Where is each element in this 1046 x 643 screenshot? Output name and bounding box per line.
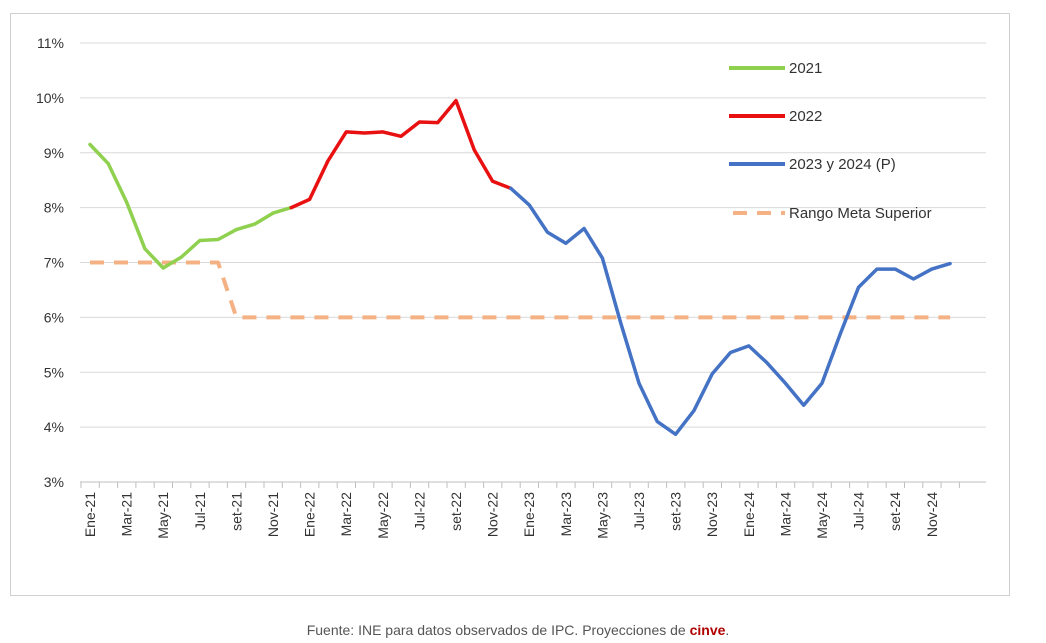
x-tick-label: Mar-22 [338, 492, 354, 537]
x-tick-label: Ene-21 [82, 492, 98, 537]
series-line [90, 260, 951, 320]
x-axis [80, 481, 986, 488]
y-tick-label: 6% [44, 309, 64, 325]
y-tick-label: 10% [36, 90, 64, 106]
source-text: Fuente: INE para datos observados de IPC… [306, 622, 690, 638]
x-tick-label: Ene-23 [521, 492, 537, 537]
x-axis-labels: Ene-21 Mar-21 May-21 Jul-21 set-21 Nov-21 Ene-… [82, 492, 940, 539]
legend-label: Rango Meta Superior [789, 205, 932, 222]
x-tick-label: May-24 [814, 492, 830, 539]
x-tick-label: Nov-23 [704, 492, 720, 537]
x-tick-label: May-22 [375, 492, 391, 539]
legend-label: 2022 [789, 108, 822, 125]
x-tick-label: May-23 [594, 492, 610, 539]
x-tick-label: Nov-22 [485, 492, 501, 537]
legend-label: 2023 y 2024 (P) [789, 156, 896, 173]
x-tick-label: Nov-24 [924, 492, 940, 537]
x-tick-label: set-23 [668, 492, 684, 531]
source-brand: cinve [689, 622, 726, 638]
chart-frame [10, 13, 1010, 596]
x-tick-label: set-21 [228, 492, 244, 531]
series-line [509, 186, 952, 437]
x-tick-label: Mar-21 [119, 492, 135, 537]
x-tick-label: May-21 [155, 492, 171, 539]
source-end: . [725, 622, 730, 638]
x-tick-label: Jul-24 [851, 492, 867, 530]
series-lines [88, 98, 952, 437]
x-tick-label: Ene-22 [302, 492, 318, 537]
x-tick-label: Mar-24 [777, 492, 793, 537]
legend-label: 2021 [789, 60, 822, 77]
legend: 2021 2022 2023 y 2024 (P) Rango Meta Superi… [729, 60, 932, 222]
y-tick-label: 9% [44, 145, 64, 161]
series-line [289, 98, 513, 210]
x-tick-label: Mar-23 [558, 492, 574, 537]
line-chart: 3% 4% 5% 6% 7% 8% 9% 10% 11% Ene-21 Mar-21 May-21 J… [36, 35, 986, 539]
x-tick-label: Nov-21 [265, 492, 281, 537]
gridlines [80, 42, 986, 428]
y-tick-label: 11% [37, 35, 64, 51]
y-tick-label: 4% [44, 419, 64, 435]
x-tick-label: set-22 [448, 492, 464, 531]
y-tick-label: 3% [44, 474, 64, 490]
source-note: Fuente: INE para datos observados de IPC… [0, 622, 1036, 638]
x-tick-label: Jul-21 [192, 492, 208, 530]
y-axis-labels: 3% 4% 5% 6% 7% 8% 9% 10% 11% [36, 35, 64, 490]
x-tick-label: Jul-23 [631, 492, 647, 530]
y-tick-label: 5% [44, 364, 64, 380]
y-tick-label: 8% [44, 200, 64, 216]
x-tick-label: Jul-22 [411, 492, 427, 530]
x-tick-label: Ene-24 [741, 492, 757, 537]
x-tick-label: set-24 [887, 492, 903, 531]
y-tick-label: 7% [44, 255, 64, 271]
series-line [88, 142, 294, 270]
